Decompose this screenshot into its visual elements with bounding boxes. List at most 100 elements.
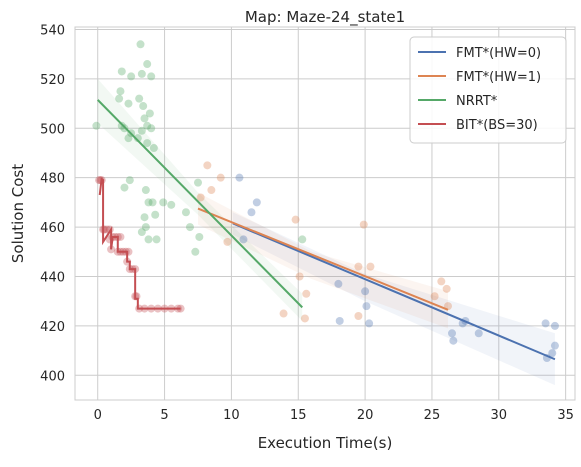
- fmt-hw-1-point: [223, 237, 232, 246]
- nrrt-point: [125, 176, 134, 185]
- nrrt-point: [135, 94, 144, 103]
- fmt-hw-0-point: [541, 319, 550, 328]
- x-axis-label: Execution Time(s): [258, 434, 393, 452]
- fmt-hw-1-point: [295, 272, 304, 281]
- fmt-hw-0-point: [550, 321, 559, 330]
- fmt-hw-0-point: [335, 316, 344, 325]
- y-tick-label: 420: [40, 320, 65, 335]
- fmt-hw-1-point: [430, 292, 439, 301]
- nrrt-fit-line: [97, 99, 303, 309]
- fmt-hw-0-point: [239, 235, 248, 244]
- fmt-hw-0-point: [448, 329, 457, 338]
- nrrt-point: [115, 94, 124, 103]
- legend-label-fmt-hw-1: FMT*(HW=1): [456, 70, 541, 85]
- fmt-hw-1-point: [302, 289, 311, 298]
- x-tick-label: 35: [557, 408, 574, 423]
- x-tick-label: 0: [94, 408, 102, 423]
- nrrt-point: [145, 109, 154, 118]
- nrrt-point: [140, 114, 149, 123]
- fmt-hw-0-fit-line: [232, 222, 556, 361]
- fmt-hw-0-point: [548, 349, 557, 358]
- nrrt-point: [133, 134, 142, 143]
- nrrt-point: [117, 67, 126, 76]
- y-tick-label: 480: [40, 172, 65, 187]
- fmt-hw-0-point: [362, 302, 371, 311]
- fmt-hw-0-point: [361, 287, 370, 296]
- plot-frame: [74, 26, 576, 401]
- nrrt-point: [185, 223, 194, 232]
- nrrt-point: [116, 87, 125, 96]
- nrrt-point: [141, 223, 150, 232]
- y-tick-label: 500: [40, 122, 65, 137]
- fmt-hw-0-point: [449, 336, 458, 345]
- legend-label-nrrt: NRRT*: [456, 94, 498, 109]
- nrrt-point: [147, 124, 156, 133]
- nrrt-point: [141, 186, 150, 195]
- nrrt-point: [124, 134, 133, 143]
- x-tick-label: 20: [357, 408, 374, 423]
- nrrt-point: [195, 232, 204, 241]
- fit-lines: [97, 99, 556, 361]
- fmt-hw-1-point: [207, 186, 216, 195]
- nrrt-point: [137, 69, 146, 78]
- chart-title: Map: Maze-24_state1: [245, 8, 405, 27]
- fmt-hw-0-point: [235, 173, 244, 182]
- nrrt-point: [181, 208, 190, 217]
- nrrt-point: [117, 121, 126, 130]
- x-tick-label: 5: [160, 408, 168, 423]
- y-tick-label: 440: [40, 270, 65, 285]
- nrrt-point: [137, 126, 146, 135]
- legend-label-bit-bs-30: BIT*(BS=30): [456, 118, 538, 133]
- fmt-hw-1-point: [354, 312, 363, 321]
- nrrt-point: [120, 183, 129, 192]
- nrrt-point: [193, 178, 202, 187]
- fmt-hw-1-point: [196, 193, 205, 202]
- fmt-hw-1-point: [437, 277, 446, 286]
- fmt-hw-1-point: [279, 309, 288, 318]
- fmt-hw-0-point: [334, 279, 343, 288]
- nrrt-point: [124, 99, 133, 108]
- y-axis-label: Solution Cost: [9, 164, 27, 263]
- fmt-hw-1-fit-line: [197, 207, 449, 311]
- x-tick-label: 15: [290, 408, 307, 423]
- nrrt-point: [127, 72, 136, 81]
- x-tick-label: 25: [424, 408, 441, 423]
- legend-box: [409, 36, 567, 144]
- fmt-hw-1-point: [354, 262, 363, 271]
- nrrt-point: [140, 213, 149, 222]
- x-tick-label: 30: [491, 408, 508, 423]
- fmt-hw-1-point: [359, 220, 368, 229]
- x-tick-label: 10: [223, 408, 240, 423]
- tick-labels: 0 5 10 15 20 25 30 35 400 420 440 460 480 500 520 540: [40, 23, 574, 423]
- nrrt-point: [152, 235, 161, 244]
- fmt-hw-1-point: [203, 161, 212, 170]
- nrrt-point: [143, 60, 152, 69]
- nrrt-point: [148, 198, 157, 207]
- nrrt-point: [159, 198, 168, 207]
- nrrt-point: [298, 235, 307, 244]
- nrrt-point: [149, 144, 158, 153]
- nrrt-point: [92, 121, 101, 130]
- fmt-hw-1-point: [442, 284, 451, 293]
- fmt-hw-1-point: [291, 215, 300, 224]
- bit-bs-30-step-line: [98, 177, 181, 310]
- legend: FMT*(HW=0) FMT*(HW=1) NRRT* BIT*(BS=30): [409, 36, 567, 144]
- nrrt-point: [191, 247, 200, 256]
- fmt-hw-0-point: [550, 341, 559, 350]
- nrrt-point: [136, 40, 145, 49]
- nrrt-confidence-band: [97, 78, 303, 321]
- fmt-hw-0-point: [247, 208, 256, 217]
- nrrt-point: [151, 210, 160, 219]
- nrrt-point: [144, 198, 153, 207]
- nrrt-point: [144, 235, 153, 244]
- fmt-hw-0-point: [365, 319, 374, 328]
- y-tick-label: 460: [40, 221, 65, 236]
- fmt-hw-1-point: [216, 173, 225, 182]
- fmt-hw-0-point: [474, 329, 483, 338]
- fmt-hw-1-point: [366, 262, 375, 271]
- y-tick-label: 520: [40, 73, 65, 88]
- y-tick-label: 400: [40, 369, 65, 384]
- nrrt-point: [143, 121, 152, 130]
